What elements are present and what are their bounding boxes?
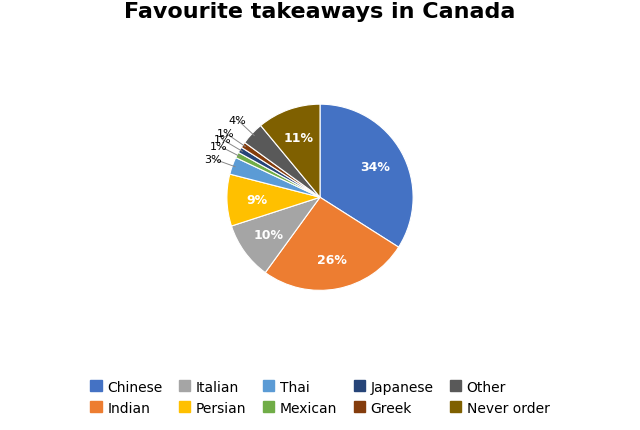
Wedge shape <box>236 153 320 198</box>
Wedge shape <box>241 143 320 198</box>
Text: 9%: 9% <box>246 194 268 206</box>
Wedge shape <box>244 126 320 198</box>
Text: 1%: 1% <box>213 135 231 145</box>
Wedge shape <box>265 198 399 291</box>
Wedge shape <box>260 105 320 198</box>
Text: 34%: 34% <box>360 161 390 174</box>
Text: 4%: 4% <box>228 115 246 125</box>
Wedge shape <box>232 198 320 273</box>
Text: 11%: 11% <box>284 132 314 145</box>
Text: 1%: 1% <box>210 141 228 151</box>
Text: 10%: 10% <box>254 228 284 241</box>
Text: 26%: 26% <box>317 253 347 266</box>
Text: 3%: 3% <box>204 154 222 164</box>
Text: 1%: 1% <box>217 129 235 139</box>
Wedge shape <box>227 175 320 227</box>
Legend: Chinese, Indian, Italian, Persian, Thai, Mexican, Japanese, Greek, Other, Never : Chinese, Indian, Italian, Persian, Thai,… <box>86 375 554 419</box>
Wedge shape <box>230 158 320 198</box>
Title: Favourite takeaways in Canada: Favourite takeaways in Canada <box>124 2 516 22</box>
Wedge shape <box>320 105 413 248</box>
Wedge shape <box>239 148 320 198</box>
